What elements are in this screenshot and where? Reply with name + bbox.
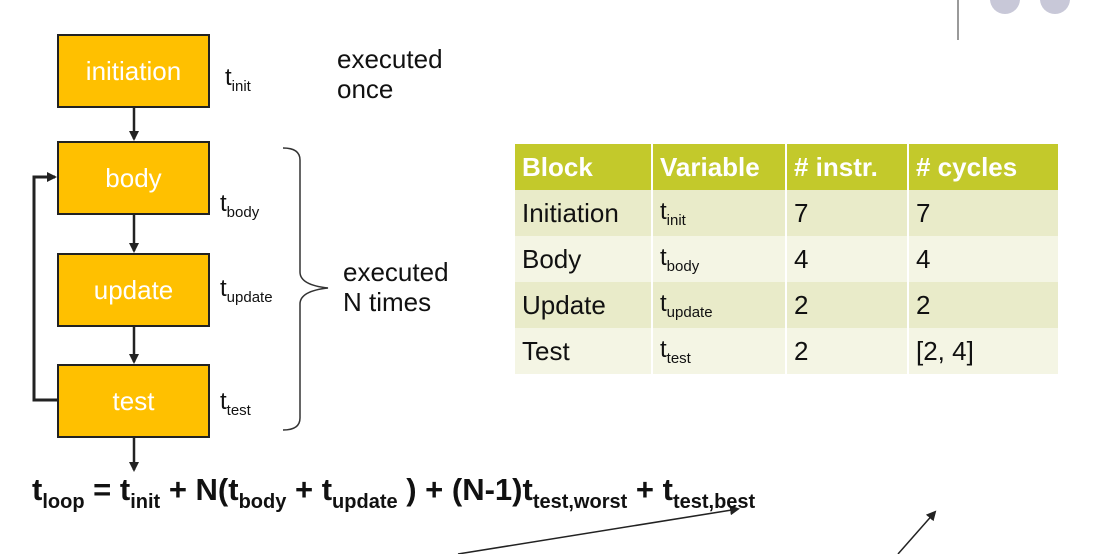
table-row: Test ttest 2 [2, 4] [515, 328, 1060, 374]
loop-brace [282, 147, 329, 431]
body-block: body [57, 141, 210, 215]
column-header: Block [515, 144, 653, 190]
annotation-arrow-worst [457, 505, 740, 554]
cell-cycles: 7 [909, 190, 1060, 236]
column-header: Variable [653, 144, 787, 190]
cell-variable: tupdate [653, 282, 787, 328]
update-block: update [57, 253, 210, 327]
initiation-block: initiation [57, 34, 210, 108]
cell-cycles: 2 [909, 282, 1060, 328]
var-label-body: tbody [220, 190, 260, 221]
var-label-test: ttest [220, 388, 251, 419]
cell-block: Initiation [515, 190, 653, 236]
var-label-init: tinit [225, 64, 251, 95]
var-label-update: tupdate [220, 275, 273, 306]
test-block: test [57, 364, 210, 438]
table-row: Update tupdate 2 2 [515, 282, 1060, 328]
cell-block: Test [515, 328, 653, 374]
cell-instr: 7 [787, 190, 909, 236]
decorative-dot [1040, 0, 1070, 14]
decorative-divider [957, 0, 959, 40]
cell-instr: 2 [787, 282, 909, 328]
column-header: # instr. [787, 144, 909, 190]
table-row: Initiation tinit 7 7 [515, 190, 1060, 236]
cell-cycles: [2, 4] [909, 328, 1060, 374]
cell-instr: 4 [787, 236, 909, 282]
cell-block: Body [515, 236, 653, 282]
decorative-dot [990, 0, 1020, 14]
cell-instr: 2 [787, 328, 909, 374]
table-row: Body tbody 4 4 [515, 236, 1060, 282]
loop-time-formula: tloop = tinit + N(tbody + tupdate ) + (N… [32, 472, 756, 513]
timing-table: Block Variable # instr. # cycles Initiat… [515, 144, 1060, 374]
table-header-row: Block Variable # instr. # cycles [515, 144, 1060, 190]
note-executed-n-times: executed N times [343, 257, 449, 317]
annotation-arrow-best [897, 510, 937, 554]
cell-block: Update [515, 282, 653, 328]
column-header: # cycles [909, 144, 1060, 190]
cell-variable: ttest [653, 328, 787, 374]
cell-variable: tbody [653, 236, 787, 282]
note-executed-once: executed once [337, 44, 443, 104]
cell-variable: tinit [653, 190, 787, 236]
arrow-loop-back [32, 172, 57, 402]
cell-cycles: 4 [909, 236, 1060, 282]
